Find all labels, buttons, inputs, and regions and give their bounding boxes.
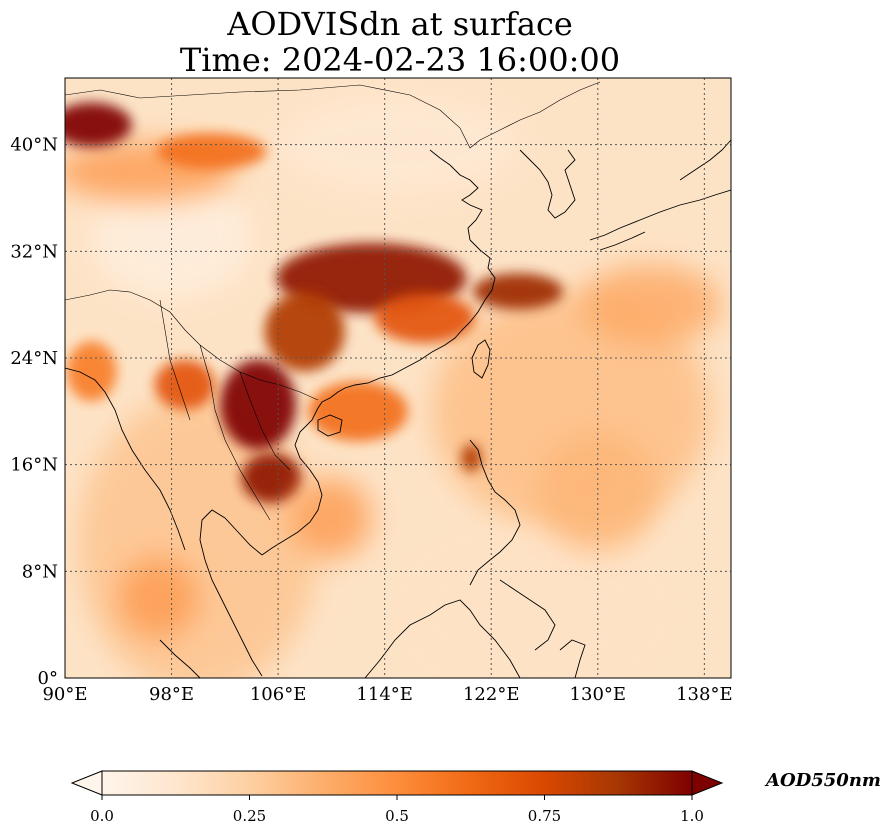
aod-blob-9 xyxy=(156,133,267,170)
aod-blob-2 xyxy=(401,531,662,678)
colorbar-tick-label: 0.25 xyxy=(233,807,266,825)
map-title: AODVISdn at surface xyxy=(227,5,573,43)
aod-blob-21 xyxy=(118,558,199,638)
aod-blob-18 xyxy=(308,381,409,442)
aod-blob-15 xyxy=(154,359,215,410)
lon-tick-label: 114°E xyxy=(356,684,413,705)
colorbar-extend-min xyxy=(70,770,103,796)
longitude-ticks: 90°E 98°E 106°E 114°E 122°E 130°E 138°E xyxy=(42,684,732,705)
lat-tick-label: 32°N xyxy=(10,241,58,262)
colorbar-tick-label: 0.75 xyxy=(528,807,561,825)
lat-tick-label: 40°N xyxy=(10,135,58,156)
lon-tick-label: 138°E xyxy=(676,684,733,705)
colorbar-label: AOD550nm xyxy=(766,770,881,791)
colorbar-extend-max xyxy=(691,770,724,796)
aod-blob-17 xyxy=(472,273,563,310)
lon-tick-label: 106°E xyxy=(250,684,307,705)
colorbar-tick-label: 0.5 xyxy=(385,807,409,825)
map-subtitle-time: Time: 2024-02-23 16:00:00 xyxy=(179,41,621,79)
aod-blob-8 xyxy=(65,102,132,147)
lon-tick-label: 130°E xyxy=(570,684,627,705)
lon-tick-label: 122°E xyxy=(463,684,520,705)
coastlines xyxy=(65,81,731,678)
aod-blob-12 xyxy=(374,293,475,343)
aod-blob-6 xyxy=(581,264,722,345)
latitude-ticks: 0° 8°N 16°N 24°N 32°N 40°N xyxy=(10,135,58,689)
aod-blob-0 xyxy=(78,394,319,678)
lon-tick-label: 98°E xyxy=(149,684,194,705)
colorbar-ticks: 0.0 0.25 0.5 0.75 1.0 xyxy=(90,795,704,825)
lon-tick-label: 90°E xyxy=(42,684,87,705)
aod-blob-13 xyxy=(220,359,297,450)
colorbar-tick-label: 1.0 xyxy=(680,807,704,825)
colorbar-tick-label: 0.0 xyxy=(90,807,114,825)
aod-blob-11 xyxy=(264,291,345,372)
aod-blob-20 xyxy=(291,478,372,558)
lat-tick-label: 0° xyxy=(38,668,58,689)
aod-blob-16 xyxy=(66,341,117,402)
colorbar: 0.0 0.25 0.5 0.75 1.0 xyxy=(70,770,724,825)
aod-field xyxy=(65,94,722,678)
aod-blob-4 xyxy=(278,94,518,195)
lat-tick-label: 24°N xyxy=(10,348,58,369)
lat-tick-label: 8°N xyxy=(22,561,58,582)
aod-blob-7 xyxy=(537,431,658,552)
lat-tick-label: 16°N xyxy=(10,455,58,476)
map-frame xyxy=(64,77,732,679)
colorbar-gradient xyxy=(101,770,693,796)
aod-blob-14 xyxy=(241,453,302,503)
aod-blob-19 xyxy=(461,444,482,472)
gridlines xyxy=(65,78,731,678)
